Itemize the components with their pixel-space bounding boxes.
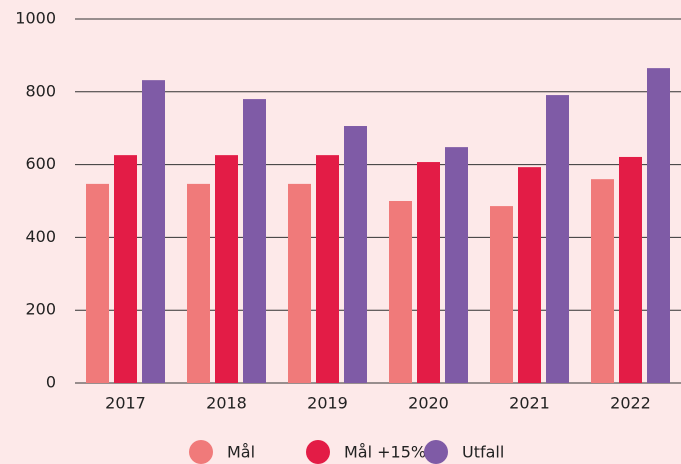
y-tick-label: 600	[25, 154, 56, 173]
bar	[591, 179, 614, 383]
bar	[344, 126, 367, 384]
x-tick-label: 2019	[307, 394, 348, 413]
legend-swatch	[306, 440, 330, 464]
bar	[187, 183, 210, 383]
bar	[215, 155, 238, 383]
bar	[619, 156, 642, 383]
bar	[316, 155, 339, 383]
bar	[288, 183, 311, 383]
y-tick-label: 1000	[15, 9, 56, 28]
x-tick-label: 2020	[408, 394, 449, 413]
x-tick-label: 2018	[206, 394, 247, 413]
x-tick-label: 2017	[105, 394, 146, 413]
x-tick-label: 2022	[610, 394, 651, 413]
bar	[647, 68, 670, 383]
y-tick-label: 800	[25, 81, 56, 100]
bar	[546, 95, 569, 384]
y-tick-label: 400	[25, 227, 56, 246]
bar	[389, 201, 412, 383]
bar	[114, 155, 137, 383]
legend-label: Mål +15%	[344, 443, 426, 462]
bar	[490, 206, 513, 383]
y-tick-label: 200	[25, 300, 56, 319]
legend-label: Mål	[227, 443, 255, 462]
bar	[243, 99, 266, 383]
bar	[142, 80, 165, 383]
legend-label: Utfall	[462, 443, 504, 462]
y-tick-label: 0	[46, 373, 56, 392]
legend-swatch	[424, 440, 448, 464]
bar	[518, 167, 541, 383]
bar	[417, 162, 440, 383]
bar	[445, 147, 468, 383]
bar	[86, 183, 109, 383]
legend-swatch	[189, 440, 213, 464]
x-tick-label: 2021	[509, 394, 550, 413]
